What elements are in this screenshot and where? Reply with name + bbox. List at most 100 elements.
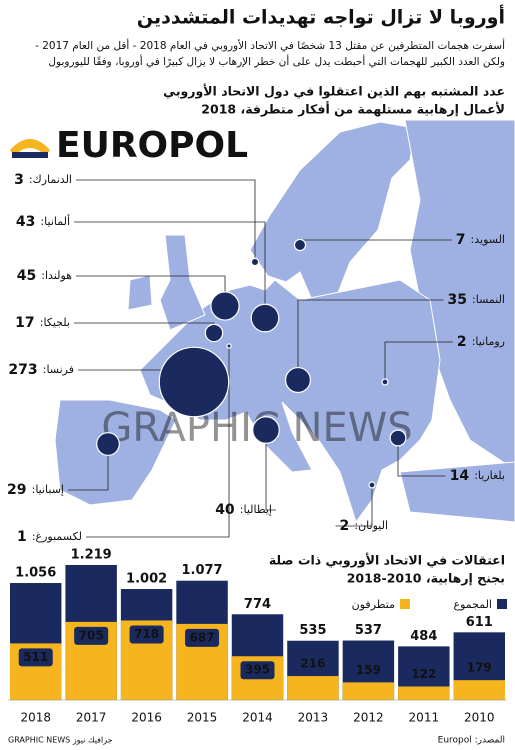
value-box <box>295 655 330 674</box>
extremist-label: 216 <box>300 657 325 671</box>
extremist-label: 718 <box>134 627 159 641</box>
country-value: 2 <box>457 334 467 350</box>
bubble <box>284 366 312 394</box>
x-tick-label: 2012 <box>353 711 384 725</box>
extremist-label: 395 <box>245 663 270 677</box>
legend-label: متطرفون <box>352 598 395 611</box>
total-label: 1.056 <box>15 566 56 581</box>
leader-line <box>68 444 109 491</box>
country-name: رومانيا: <box>472 335 505 348</box>
legend-swatch <box>400 599 410 609</box>
x-tick-label: 2013 <box>298 711 329 725</box>
country-label: لكسمبورغ: 1 <box>17 527 82 546</box>
bar-extremist <box>342 682 395 700</box>
bubble <box>381 378 389 386</box>
subtitle: ولكن العدد الكبير للهجمات التي أحبطت يدل… <box>48 54 505 68</box>
country-name: فرنسا: <box>43 363 74 376</box>
bubble <box>158 346 230 418</box>
legend-swatch <box>497 599 507 609</box>
country-value: 29 <box>7 482 26 498</box>
country-label: اليونان: 2 <box>340 516 388 535</box>
country-label: فرنسا: 273 <box>8 360 74 379</box>
country-value: 17 <box>15 315 34 331</box>
leader-line <box>74 221 266 318</box>
credit: GRAPHIC NEWS جرافيك نيوز <box>8 736 113 745</box>
subtitle: أسفرت هجمات المتطرفين عن مقتل 13 شخصًا ف… <box>35 38 505 52</box>
country-label: بلغاريا: 14 <box>450 466 505 485</box>
country-value: 40 <box>215 502 235 518</box>
value-box <box>185 628 220 647</box>
chart-title: بجنح إرهابية، 2010-2018 <box>347 571 505 586</box>
value-box <box>18 648 53 667</box>
source: المصدر: Europol <box>438 736 505 746</box>
country-name: إسبانيا: <box>32 483 64 496</box>
total-label: 611 <box>466 615 493 630</box>
extremist-label: 122 <box>411 667 436 681</box>
total-label: 1.002 <box>126 572 167 587</box>
country-value: 273 <box>8 362 37 378</box>
country-name: ألمانيا: <box>40 214 70 228</box>
total-label: 774 <box>244 597 271 612</box>
leaders <box>68 179 453 538</box>
bubble <box>96 432 120 456</box>
country-name: اليونان: <box>354 519 388 532</box>
leader-line <box>265 430 276 511</box>
bar-extremist <box>287 676 339 700</box>
value-box <box>351 661 386 680</box>
x-tick-label: 2016 <box>131 711 162 725</box>
bubble <box>250 303 280 333</box>
land <box>399 461 515 523</box>
country-label: الدنمارك: 3 <box>14 170 72 189</box>
x-tick-label: 2018 <box>20 711 51 725</box>
bubble <box>226 343 232 349</box>
total-label: 484 <box>410 629 437 644</box>
extremist-label: 511 <box>23 650 48 664</box>
x-tick-label: 2010 <box>464 711 495 725</box>
total-label: 537 <box>355 623 382 638</box>
country-value: 35 <box>447 292 466 308</box>
bubble <box>252 416 280 444</box>
extremist-label: 159 <box>356 663 381 677</box>
x-tick-label: 2014 <box>242 711 273 725</box>
country-name: هولندا: <box>41 269 72 282</box>
country-label: النمسا: 35 <box>447 290 505 309</box>
country-name: الدنمارك: <box>29 173 72 186</box>
leader-line <box>86 346 230 538</box>
bubble <box>250 257 260 267</box>
country-name: النمسا: <box>472 293 505 306</box>
country-name: لكسمبورغ: <box>32 530 82 543</box>
leader-line <box>335 485 373 527</box>
x-tick-label: 2017 <box>76 711 107 725</box>
extremist-label: 179 <box>467 661 492 675</box>
value-box <box>129 625 164 644</box>
country-label: ألمانيا: 43 <box>16 212 70 231</box>
country-value: 2 <box>340 518 350 534</box>
leader-line <box>297 299 444 380</box>
bubble <box>368 481 376 489</box>
country-label: إسبانيا: 29 <box>7 480 64 499</box>
leader-line <box>397 438 446 477</box>
logo-text: EUROPOL <box>56 125 248 166</box>
map-title: لأعمال إرهابية مستلهمة من أفكار متطرفة، … <box>201 101 505 117</box>
country-label: رومانيا: 2 <box>457 332 505 351</box>
country-name: بلجيكا: <box>40 316 70 329</box>
bubble <box>389 429 407 447</box>
legend-label: المجموع <box>454 598 492 611</box>
country-value: 1 <box>17 529 27 545</box>
land <box>159 234 206 331</box>
country-name: السويد: <box>471 233 505 246</box>
leader-line <box>384 341 453 382</box>
country-label: إيطاليا: 40 <box>215 500 272 519</box>
country-name: إيطاليا: <box>240 503 272 516</box>
x-tick-label: 2015 <box>187 711 218 725</box>
title: أوروبا لا تزال تواجه تهديدات المتشددين <box>137 5 505 29</box>
land <box>404 119 515 471</box>
country-label: هولندا: 45 <box>17 266 72 285</box>
country-name: بلغاريا: <box>474 469 505 482</box>
country-value: 3 <box>14 172 24 188</box>
extremist-label: 687 <box>190 630 215 644</box>
country-label: السويد: 7 <box>456 230 505 249</box>
country-label: بلجيكا: 17 <box>15 313 70 332</box>
value-box <box>74 626 109 645</box>
